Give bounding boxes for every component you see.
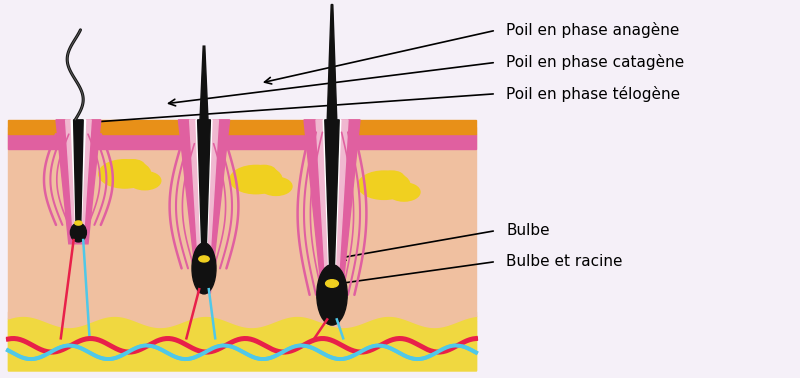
Polygon shape [316,120,348,319]
Polygon shape [66,120,91,240]
Ellipse shape [326,280,338,287]
Ellipse shape [260,177,292,195]
Text: Bulbe: Bulbe [506,223,550,238]
Ellipse shape [252,166,276,179]
Ellipse shape [380,171,404,184]
Ellipse shape [121,160,145,173]
Polygon shape [178,120,230,293]
Polygon shape [327,5,337,120]
Ellipse shape [129,172,161,190]
Ellipse shape [70,223,86,242]
Polygon shape [71,120,86,236]
Ellipse shape [199,256,210,262]
Ellipse shape [192,243,216,294]
Polygon shape [190,120,218,289]
Text: Poil en phase télogène: Poil en phase télogène [506,86,681,102]
Text: Poil en phase anagène: Poil en phase anagène [506,22,680,38]
Ellipse shape [358,171,410,200]
Polygon shape [323,120,341,316]
Polygon shape [74,120,83,225]
Ellipse shape [99,160,151,188]
Polygon shape [325,120,339,293]
Polygon shape [56,120,101,244]
Polygon shape [304,120,360,323]
Polygon shape [8,321,476,370]
Ellipse shape [75,221,82,225]
Polygon shape [8,127,476,321]
Polygon shape [198,120,210,270]
Polygon shape [8,120,476,134]
Polygon shape [200,46,208,120]
Ellipse shape [388,183,420,201]
Ellipse shape [230,166,282,194]
Text: Bulbe et racine: Bulbe et racine [506,254,623,269]
Polygon shape [8,134,476,149]
Text: Poil en phase catagène: Poil en phase catagène [506,54,685,70]
Polygon shape [196,120,212,285]
Ellipse shape [317,265,347,325]
